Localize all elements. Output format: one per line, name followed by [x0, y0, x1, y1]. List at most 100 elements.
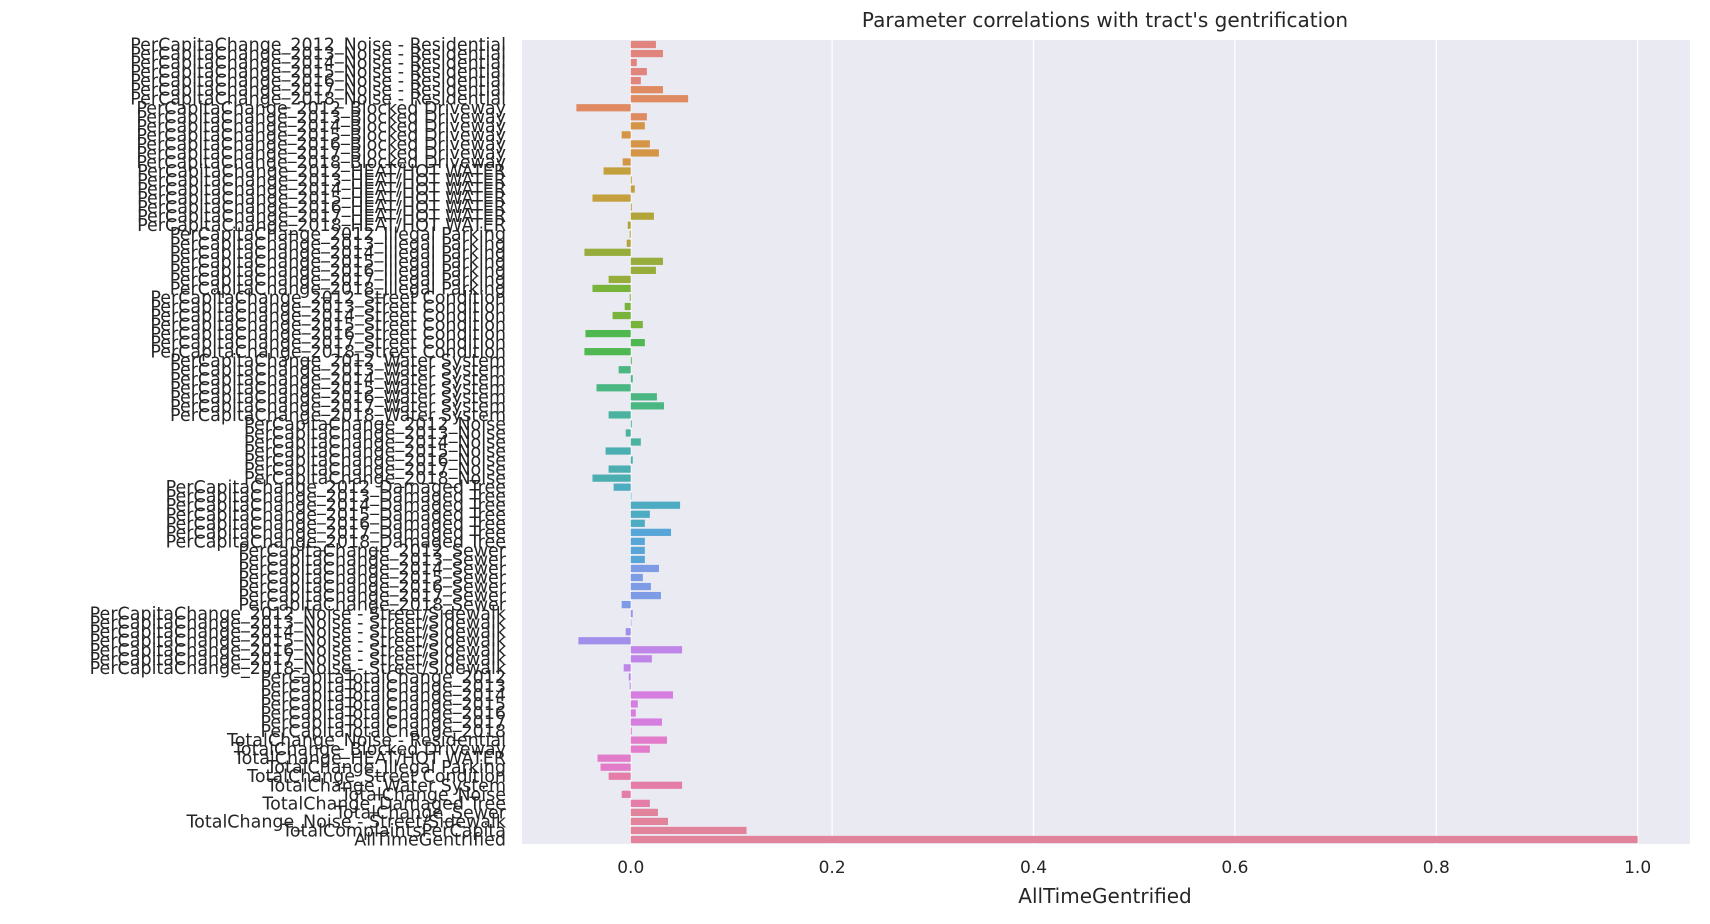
category-label: PerCapitaChange_2013_Water System	[170, 361, 506, 381]
bar	[630, 212, 654, 220]
category-label: PerCapitaChange_2015_Water System	[170, 379, 506, 399]
plot-area	[522, 40, 1690, 844]
bar	[596, 384, 631, 392]
bar	[630, 492, 632, 500]
bar	[630, 393, 657, 401]
bar	[621, 600, 631, 609]
category-label: PerCapitaChange_2012_Street Condition	[150, 288, 506, 308]
bar	[584, 348, 631, 356]
category-label: PerCapitaChange_2015_Illegal Parking	[170, 252, 506, 272]
bar	[629, 682, 631, 690]
category-label: PerCapitaChange_2014_Noise - Street/Side…	[90, 623, 507, 643]
category-label: PerCapitaChange_2015_HEAT/HOT WATER	[137, 189, 506, 209]
bar	[629, 230, 631, 238]
bar	[630, 77, 641, 85]
chart-title: Parameter correlations with tract's gent…	[862, 8, 1348, 32]
bar	[622, 158, 631, 166]
category-label: PerCapitaChange_2015_Blocked Driveway	[136, 126, 506, 146]
category-label: PerCapitaChange_2012_Blocked Driveway	[136, 99, 506, 119]
category-label: TotalChange_Street Condition	[246, 767, 506, 787]
bar	[630, 519, 645, 527]
category-label: PerCapitaTotalChange_2015	[260, 695, 506, 715]
category-label: PerCapitaChange_2014_Sewer	[238, 559, 506, 579]
category-label: PerCapitaChange_2014_Blocked Driveway	[136, 117, 506, 137]
category-label: PerCapitaChange_2014_Illegal Parking	[170, 243, 506, 263]
category-label: PerCapitaChange_2017_HEAT/HOT WATER	[137, 207, 506, 227]
bar	[630, 86, 663, 94]
bar	[630, 591, 661, 600]
category-label: PerCapitaChange_2018_Water System	[170, 406, 506, 426]
category-label: PerCapitaChange_2012_Noise - Street/Side…	[90, 605, 507, 625]
category-label: PerCapitaChange_2017_Blocked Driveway	[136, 144, 506, 164]
bar	[630, 835, 1638, 844]
category-label: PerCapitaChange_2016_Noise	[244, 451, 506, 471]
category-label: PerCapitaChange_2018_Noise	[244, 469, 506, 489]
category-label: PerCapitaChange_2017_Sewer	[238, 587, 506, 607]
bar	[630, 68, 647, 76]
category-label: TotalChange_Blocked Driveway	[232, 740, 506, 760]
category-label: TotalChange_HEAT/HOT WATER	[233, 749, 506, 769]
category-label: PerCapitaChange_2015_Street Condition	[150, 316, 506, 336]
bar	[630, 700, 638, 708]
bar	[630, 736, 667, 744]
x-tick-label: 0.2	[819, 858, 846, 878]
bar	[630, 456, 633, 464]
bar	[608, 465, 631, 473]
category-label: PerCapitaChange_2013_Damaged Tree	[166, 487, 506, 507]
bar	[630, 257, 663, 265]
category-label: TotalChange_Damaged Tree	[261, 794, 506, 814]
bar	[630, 817, 668, 826]
category-label: PerCapitaTotalChange_2013	[260, 677, 506, 697]
category-label: PerCapitaChange_2013_Noise - Street/Side…	[90, 614, 507, 634]
bar	[585, 329, 631, 338]
category-label: PerCapitaChange_2018_Illegal Parking	[170, 279, 506, 299]
category-label: PerCapitaChange_2015_Damaged Tree	[166, 505, 506, 525]
bar	[630, 357, 632, 365]
bar	[630, 375, 633, 383]
category-label: PerCapitaChange_2012_Noise - Residential	[130, 36, 506, 56]
category-label: PerCapitaChange_2016_Damaged Tree	[166, 514, 506, 534]
category-label: PerCapitaChange_2014_Street Condition	[150, 307, 506, 327]
bar	[624, 302, 631, 311]
category-label: PerCapitaChange_2017_Illegal Parking	[170, 270, 506, 290]
bar	[630, 555, 645, 564]
category-label: TotalChange_Water System	[266, 776, 506, 796]
category-label: PerCapitaChange_2013_Sewer	[238, 550, 506, 570]
category-label: PerCapitaChange_2016_Noise - Residential	[130, 72, 506, 92]
category-label: PerCapitaChange_2012_Noise	[244, 415, 506, 435]
bar	[630, 691, 674, 699]
x-tick-label: 0.4	[1020, 858, 1047, 878]
bar	[630, 40, 656, 49]
bar	[629, 293, 631, 302]
bar	[630, 573, 643, 582]
bar	[630, 320, 643, 329]
category-label: PerCapitaChange_2013_Street Condition	[150, 297, 506, 317]
bar	[630, 546, 645, 555]
bar	[603, 167, 631, 175]
category-label: PerCapitaChange_2016_Noise - Street/Side…	[90, 641, 507, 661]
category-label: PerCapitaChange_2014_Noise - Residential	[130, 54, 506, 74]
bar	[630, 122, 645, 130]
category-label: PerCapitaChange_2014_Damaged Tree	[166, 496, 506, 516]
x-tick-labels: 0.0 0.2 0.4 0.6 0.8 1.0	[617, 858, 1651, 878]
bar	[627, 221, 631, 229]
category-label: PerCapitaChange_2016_Street Condition	[150, 325, 506, 345]
x-tick-label: 0.0	[617, 858, 644, 878]
category-label: PerCapitaChange_2014_HEAT/HOT WATER	[137, 180, 506, 200]
bar	[630, 510, 650, 518]
category-labels: PerCapitaChange_2012_Noise - Residential…	[90, 36, 507, 851]
bar	[630, 619, 632, 627]
bar	[630, 49, 663, 58]
category-label: TotalChange_Illegal Parking	[266, 758, 506, 778]
bars	[576, 40, 1638, 844]
bar	[630, 646, 683, 654]
bar	[630, 339, 645, 347]
category-label: PerCapitaTotalChange_2017	[260, 713, 506, 733]
bar	[630, 537, 645, 545]
bar	[623, 664, 631, 672]
bar	[608, 411, 631, 419]
category-label: PerCapitaChange_2014_Water System	[170, 370, 506, 390]
x-tick-label: 0.8	[1423, 858, 1450, 878]
bar	[630, 420, 632, 428]
